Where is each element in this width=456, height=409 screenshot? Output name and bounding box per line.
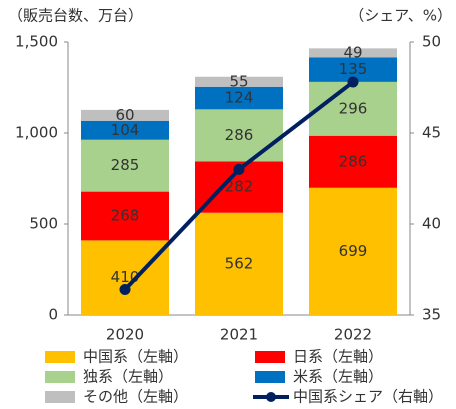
- y-tick-label: 1,500: [15, 33, 58, 51]
- bar-segment: [81, 109, 169, 121]
- legend-swatch: [45, 391, 75, 403]
- data-label: 282: [225, 178, 254, 196]
- legend-label: 中国系（左軸）: [83, 348, 188, 366]
- data-label: 286: [225, 126, 254, 144]
- y2-axis-title: （シェア、%）: [349, 7, 452, 25]
- line-marker: [233, 163, 245, 175]
- bar-segment: [81, 139, 169, 192]
- legend-label: 米系（左軸）: [293, 368, 383, 386]
- legend-swatch: [255, 351, 285, 363]
- bar-segment: [81, 191, 169, 241]
- data-label: 104: [111, 121, 140, 139]
- legend-label: 独系（左軸）: [83, 368, 173, 386]
- y-tick-label: 1,000: [15, 124, 58, 142]
- x-tick-label: 2020: [106, 326, 144, 344]
- bar-segment: [81, 120, 169, 140]
- bar-segment: [309, 187, 397, 315]
- bar-segment: [81, 240, 169, 315]
- legend-label: 日系（左軸）: [293, 348, 383, 366]
- line-marker: [347, 76, 359, 88]
- y2-tick-label: 45: [422, 124, 441, 142]
- legend-swatch: [266, 392, 276, 402]
- data-label: 135: [339, 60, 368, 78]
- bar-segment: [195, 109, 283, 162]
- bar-segment: [195, 76, 283, 87]
- y-tick-label: 500: [29, 215, 58, 233]
- y2-tick-label: 35: [422, 306, 441, 324]
- bar-segment: [309, 135, 397, 188]
- x-tick-label: 2022: [334, 326, 372, 344]
- legend-swatch: [45, 371, 75, 383]
- y2-tick-label: 40: [422, 215, 441, 233]
- data-label: 60: [115, 106, 134, 124]
- data-label: 124: [225, 89, 254, 107]
- legend-label: その他（左軸）: [83, 388, 188, 406]
- legend-label: 中国系シェア（右軸）: [293, 388, 443, 406]
- data-label: 296: [339, 99, 368, 117]
- x-tick-label: 2021: [220, 326, 258, 344]
- data-label: 268: [111, 206, 140, 224]
- data-label: 286: [339, 152, 368, 170]
- data-label: 699: [339, 242, 368, 260]
- bar-segment: [195, 86, 283, 110]
- data-label: 55: [229, 72, 248, 90]
- data-label: 285: [111, 156, 140, 174]
- bar-segment: [309, 81, 397, 136]
- bar-segment: [309, 48, 397, 58]
- y2-tick-label: 50: [422, 33, 441, 51]
- data-label: 49: [343, 43, 362, 61]
- legend-swatch: [255, 371, 285, 383]
- y-tick-label: 0: [48, 306, 58, 324]
- data-label: 562: [225, 254, 254, 272]
- legend-swatch: [45, 351, 75, 363]
- y-axis-title: （販売台数、万台）: [8, 7, 143, 25]
- line-marker: [119, 284, 131, 296]
- bar-segment: [195, 212, 283, 315]
